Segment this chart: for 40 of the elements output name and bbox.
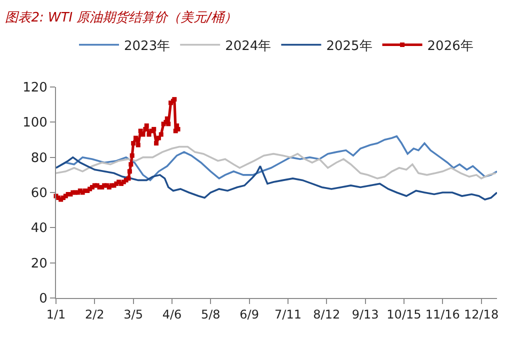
x-tick-label: 7/11	[274, 307, 302, 322]
y-tick-label: 0	[39, 292, 48, 307]
x-tick-label: 9/13	[352, 307, 379, 322]
point	[166, 122, 171, 126]
y-tick-label: 20	[30, 256, 48, 272]
legend-label: 2025年	[326, 38, 372, 54]
line-series	[56, 146, 497, 180]
point	[131, 141, 136, 146]
point	[127, 169, 132, 174]
x-tick-label: 5/8	[200, 307, 220, 322]
x-tick-label: 6/9	[240, 307, 259, 322]
point	[152, 126, 156, 132]
x-tick-label: 12/18	[464, 307, 499, 322]
point	[154, 141, 159, 146]
point	[144, 123, 149, 128]
point	[128, 162, 134, 167]
x-tick-label: 10/15	[386, 307, 422, 322]
y-tick-label: 100	[22, 116, 48, 131]
y-tick-label: 60	[30, 186, 48, 202]
y-tick-label: 120	[22, 80, 48, 96]
x-tick-label: 8/12	[313, 307, 340, 322]
legend-label: 2024年	[225, 38, 272, 54]
point	[126, 176, 131, 181]
y-tick-label: 40	[30, 221, 48, 236]
point	[156, 136, 161, 140]
x-tick-label: 2/2	[85, 307, 104, 322]
point	[158, 132, 164, 137]
x-tick-label: 11/16	[425, 307, 460, 322]
legend-label: 2023年	[124, 38, 170, 54]
line-series	[56, 156, 497, 200]
x-tick-label: 1/1	[46, 307, 66, 322]
x-tick-label: 3/5	[124, 307, 143, 322]
point	[136, 142, 140, 148]
y-tick-label: 80	[30, 150, 48, 166]
chart-title: 图表2: WTI 原油期货结算价（美元/桶）	[5, 9, 238, 26]
legend-label: 2026年	[427, 38, 474, 54]
point	[130, 153, 134, 158]
x-tick-label: 4/6	[162, 307, 182, 322]
point	[133, 136, 138, 140]
point	[140, 132, 146, 137]
